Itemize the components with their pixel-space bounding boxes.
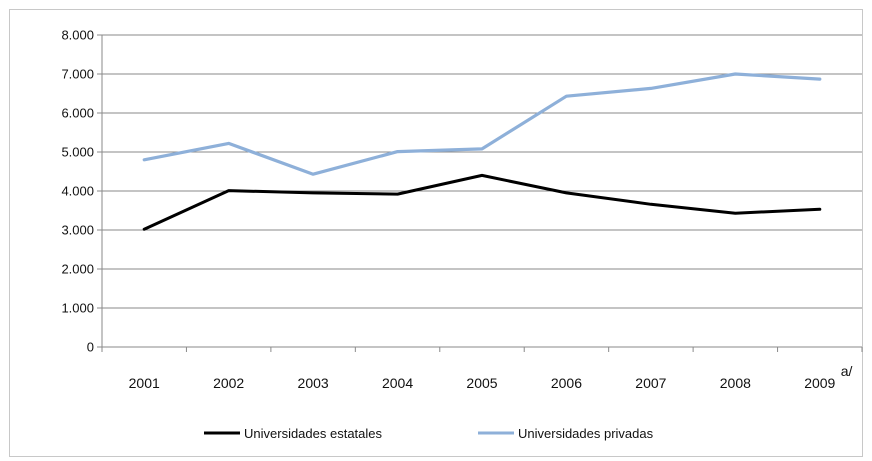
y-tick-label: 2.000: [61, 262, 94, 277]
y-tick-label: 3.000: [61, 223, 94, 238]
series-lines: [142, 72, 822, 231]
x-tick-label: 2002: [213, 375, 244, 391]
x-tick-label: 2001: [129, 375, 160, 391]
chart-frame: [9, 9, 863, 457]
legend-label: Universidades privadas: [518, 426, 654, 441]
x-tick-label: 2009: [804, 375, 835, 391]
x-tick-label: 2007: [635, 375, 666, 391]
y-tick-label: 5.000: [61, 145, 94, 160]
x-tick-label: 2006: [551, 375, 582, 391]
x-tick-superscript: a/: [841, 363, 853, 379]
x-tick-label: 2003: [298, 375, 329, 391]
legend: Universidades estatales Universidades pri…: [204, 426, 654, 441]
series-line-privadas: [142, 72, 822, 176]
y-tick-label: 1.000: [61, 301, 94, 316]
y-tick-label: 4.000: [61, 184, 94, 199]
y-tick-label: 7.000: [61, 67, 94, 82]
x-tick-label: 2008: [720, 375, 751, 391]
y-tick-label: 6.000: [61, 106, 94, 121]
y-tick-label: 0: [87, 340, 94, 355]
x-tick-label: 2005: [466, 375, 497, 391]
series-line-estatales: [142, 173, 822, 231]
y-axis-ticks: 0 1.000 2.000 3.000 4.000 5.000 6.000 7.000 8.00…: [61, 28, 102, 355]
y-tick-label: 8.000: [61, 28, 94, 43]
x-axis-ticks: 2001 2002 2003 2004 2005 2006 2007 2008 2009 a/: [101, 347, 863, 391]
x-tick-label: 2004: [382, 375, 413, 391]
legend-label: Universidades estatales: [244, 426, 383, 441]
